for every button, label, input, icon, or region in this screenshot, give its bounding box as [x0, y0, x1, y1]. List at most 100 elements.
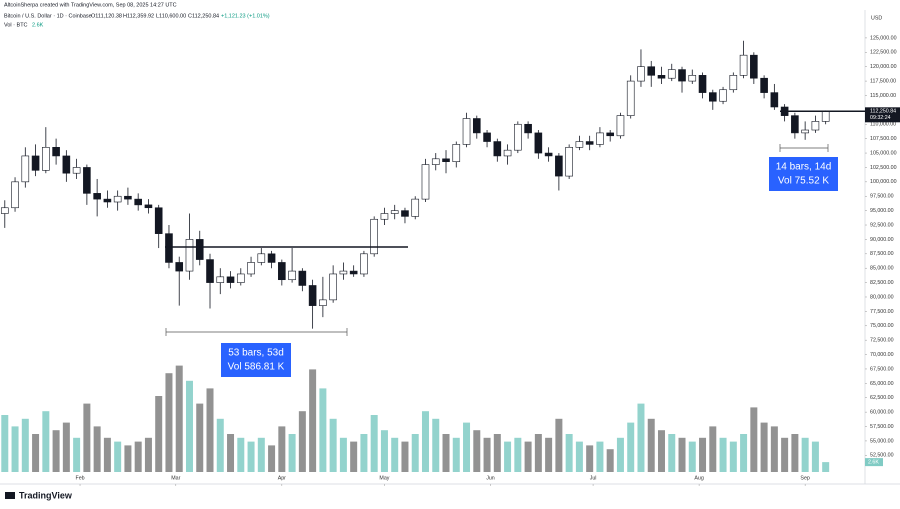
y-tick-label: 52,500.00: [870, 453, 894, 459]
ohlc-change: +1,121.23 (+1.01%): [221, 13, 270, 19]
volume-label: 2.6K: [868, 460, 879, 466]
volume-bar: [740, 434, 748, 472]
candle-body: [288, 270, 296, 281]
volume-bar: [329, 418, 337, 472]
volume-bar: [575, 441, 583, 472]
volume-bar: [360, 434, 368, 472]
y-tick-label: 92,500.00: [870, 222, 894, 228]
volume-bar: [637, 403, 645, 472]
symbol: Bitcoin / U.S. Dollar · 1D · Coinbase: [4, 13, 92, 19]
y-tick-label: 80,000.00: [870, 294, 894, 300]
candle-body: [821, 111, 830, 122]
y-tick-label: 75,000.00: [870, 323, 894, 329]
candle-body: [657, 75, 666, 79]
volume-bar: [545, 437, 553, 472]
candle-body: [750, 54, 758, 79]
volume-bar: [627, 422, 635, 472]
volume-bar: [257, 437, 265, 472]
volume-bar: [339, 437, 347, 472]
candle-body: [565, 146, 573, 177]
volume-bar: [504, 441, 512, 472]
ohlc-low: L110,600.00: [156, 13, 186, 19]
candle-body: [195, 239, 204, 260]
candle-body: [770, 92, 779, 108]
candle-body: [380, 213, 389, 220]
last-price-label: 112,250.84: [870, 109, 896, 115]
volume-bar: [73, 437, 81, 472]
candle-body: [544, 152, 553, 157]
y-tick-label: 65,000.00: [870, 381, 894, 387]
candle-body: [185, 239, 194, 272]
candle-body: [154, 207, 163, 234]
countdown: 09:32:24: [870, 115, 891, 121]
candle-body: [729, 75, 738, 91]
candle-body: [626, 80, 635, 116]
volume-bar: [206, 388, 214, 472]
ohlc-high: H112,359.92: [123, 13, 154, 19]
volume-bar: [565, 434, 573, 472]
volume-bar: [319, 388, 327, 472]
volume-bar: [586, 445, 594, 472]
candle-body: [144, 204, 153, 209]
candle-body: [308, 285, 317, 306]
y-tick-label: 77,500.00: [870, 309, 894, 315]
volume-bar: [1, 415, 9, 472]
candle-body: [493, 141, 502, 157]
volume-bar: [616, 437, 624, 472]
volume-bar: [350, 441, 358, 472]
y-tick-label: 115,000.00: [870, 93, 896, 99]
y-tick-label: 95,000.00: [870, 208, 894, 214]
candle-body: [103, 198, 112, 203]
candle-body: [667, 69, 676, 79]
plot: 52,500.00 55,000.00 57,500.00 60,000.00 62,5…: [0, 35, 900, 486]
y-tick-label: 85,000.00: [870, 266, 894, 272]
candle-body: [555, 155, 563, 177]
candle-body: [42, 146, 50, 171]
volume-bar: [268, 445, 276, 472]
volume-value: 2.6K: [32, 22, 44, 28]
volume-bar: [103, 437, 111, 472]
footer-brand: TradingView: [19, 490, 73, 500]
candle-body: [83, 167, 91, 194]
y-tick-label: 90,000.00: [870, 237, 894, 243]
candle-body: [483, 132, 491, 142]
volume-bar: [709, 426, 717, 472]
candle-body: [647, 66, 656, 76]
candle-body: [0, 207, 9, 214]
annotation-volume: Vol 75.52 K: [778, 176, 829, 187]
volume-bar: [288, 434, 296, 472]
y-tick-label: 107,500.00: [870, 136, 897, 142]
candle-body: [596, 132, 604, 145]
volume-bar: [811, 441, 819, 472]
y-tick-label: 120,000.00: [870, 64, 897, 70]
candle-body: [708, 92, 717, 102]
y-tick-label: 117,500.00: [870, 78, 896, 84]
candle-body: [11, 181, 19, 209]
volume-bar: [760, 422, 768, 472]
candle-body: [698, 75, 707, 93]
candle-body: [688, 75, 697, 82]
volume-bar: [216, 418, 224, 472]
y-tick-label: 67,500.00: [870, 366, 894, 372]
candle-body: [678, 69, 686, 82]
x-tick-label: Feb: [75, 475, 84, 481]
y-tick-label: 72,500.00: [870, 338, 894, 344]
candle-body: [62, 155, 71, 174]
volume-bar: [555, 418, 563, 472]
footer-logo: TradingView: [5, 490, 73, 500]
volume-bar: [770, 426, 778, 472]
y-tick-label: 70,000.00: [870, 352, 894, 358]
volume-bar: [411, 434, 419, 472]
last-price-box: [865, 107, 900, 123]
volume-bar: [452, 437, 460, 472]
candle-body: [349, 270, 358, 275]
y-tick-label: 87,500.00: [870, 251, 894, 257]
x-tick-label: Apr: [278, 475, 286, 481]
candle-body: [267, 253, 276, 263]
volume-bar: [155, 396, 163, 472]
candle-body: [791, 115, 799, 134]
volume-bar: [596, 441, 604, 472]
annotation-range-1: 53 bars, 53d Vol 586.81 K: [165, 246, 408, 377]
